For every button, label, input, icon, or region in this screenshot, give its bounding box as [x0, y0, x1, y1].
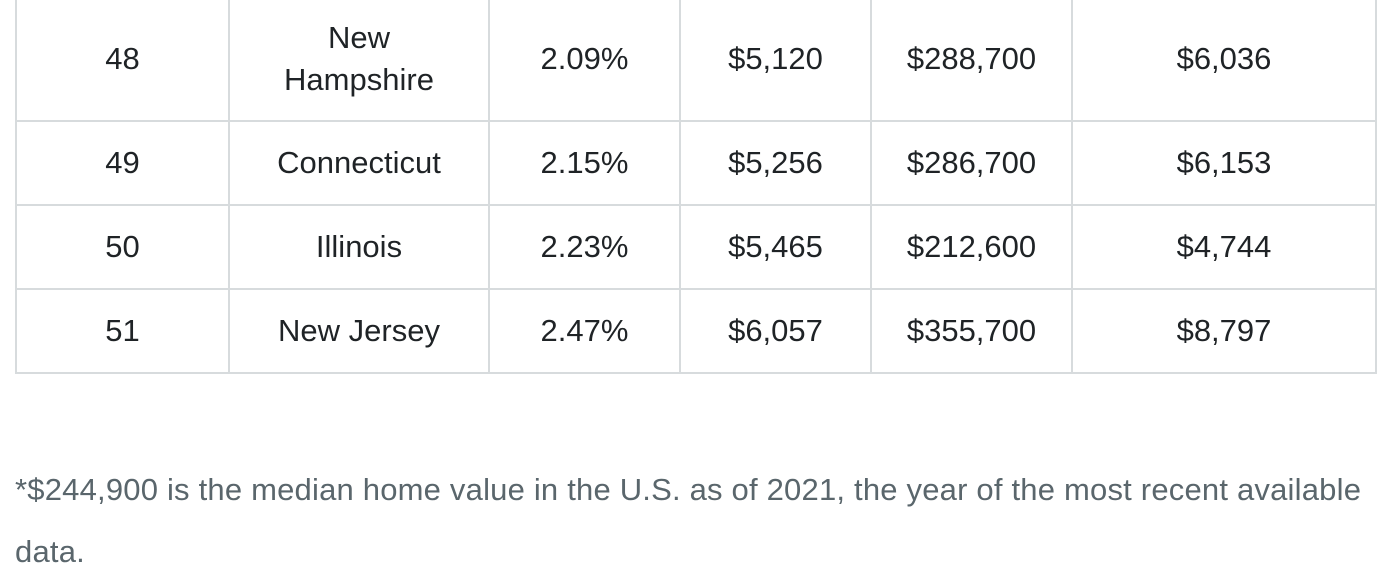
rank-cell: 48 — [15, 0, 230, 122]
median-home-value-cell: $286,700 — [870, 120, 1073, 206]
annual-tax-cell: $6,057 — [679, 288, 872, 374]
annual-tax-cell: $5,256 — [679, 120, 872, 206]
property-tax-table: 48 New Hampshire 2.09% $5,120 $288,700 $… — [15, 0, 1377, 374]
tax-rate-cell: 2.09% — [488, 0, 681, 122]
state-median-tax-cell: $8,797 — [1071, 288, 1377, 374]
median-home-value-cell: $212,600 — [870, 204, 1073, 290]
footnote-text: *$244,900 is the median home value in th… — [15, 472, 1362, 564]
median-home-value-cell: $355,700 — [870, 288, 1073, 374]
table-row: 50 Illinois 2.23% $5,465 $212,600 $4,744 — [15, 204, 1377, 290]
state-cell: New Hampshire — [228, 0, 490, 122]
annual-tax-cell: $5,120 — [679, 0, 872, 122]
property-tax-table-container: 48 New Hampshire 2.09% $5,120 $288,700 $… — [15, 0, 1377, 374]
state-median-tax-cell: $6,036 — [1071, 0, 1377, 122]
rank-cell: 51 — [15, 288, 230, 374]
state-median-tax-cell: $4,744 — [1071, 204, 1377, 290]
tax-rate-cell: 2.15% — [488, 120, 681, 206]
state-cell: Illinois — [228, 204, 490, 290]
state-cell: Connecticut — [228, 120, 490, 206]
table-row: 49 Connecticut 2.15% $5,256 $286,700 $6,… — [15, 120, 1377, 206]
tax-rate-cell: 2.47% — [488, 288, 681, 374]
rank-cell: 50 — [15, 204, 230, 290]
median-home-value-cell: $288,700 — [870, 0, 1073, 122]
annual-tax-cell: $5,465 — [679, 204, 872, 290]
tax-rate-cell: 2.23% — [488, 204, 681, 290]
table-row: 51 New Jersey 2.47% $6,057 $355,700 $8,7… — [15, 288, 1377, 374]
rank-cell: 49 — [15, 120, 230, 206]
state-median-tax-cell: $6,153 — [1071, 120, 1377, 206]
table-row: 48 New Hampshire 2.09% $5,120 $288,700 $… — [15, 0, 1377, 122]
state-cell: New Jersey — [228, 288, 490, 374]
